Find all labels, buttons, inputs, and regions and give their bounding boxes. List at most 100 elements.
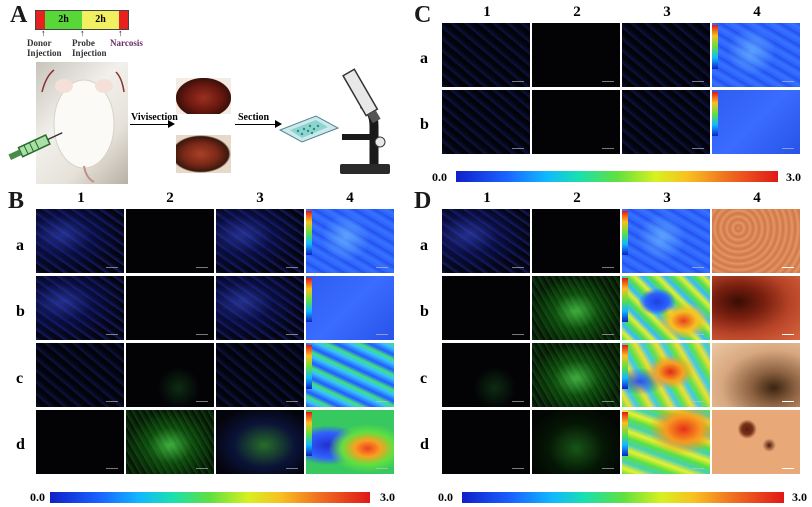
panel-c-image-a3 bbox=[622, 23, 710, 87]
panel-c-col-2: 2 bbox=[573, 4, 581, 20]
panel-b-row-a: a bbox=[16, 237, 24, 254]
panel-b-scale-max: 3.0 bbox=[380, 490, 395, 504]
scale-bar bbox=[692, 401, 704, 402]
scale-bar bbox=[196, 267, 208, 268]
narcosis-label: Narcosis bbox=[110, 38, 143, 48]
scale-bar bbox=[512, 148, 524, 149]
scale-bar bbox=[602, 267, 614, 268]
panel-d-image-d3 bbox=[622, 410, 710, 474]
panel-b-letter: B bbox=[8, 188, 25, 214]
panel-c-ratio-bar-b bbox=[712, 92, 718, 136]
panel-d-image-a2 bbox=[532, 209, 620, 273]
arrow-narcosis: ↑ bbox=[118, 28, 123, 38]
panel-d-image-a1 bbox=[442, 209, 530, 273]
scale-bar bbox=[692, 267, 704, 268]
scale-bar bbox=[106, 334, 118, 335]
panel-d-col-2: 2 bbox=[573, 190, 581, 206]
panel-c-image-a4 bbox=[712, 23, 800, 87]
scale-bar bbox=[376, 468, 388, 469]
scale-bar bbox=[782, 468, 794, 469]
microscope-icon bbox=[334, 66, 396, 183]
panel-d-image-c2 bbox=[532, 343, 620, 407]
panel-d-image-a3 bbox=[622, 209, 710, 273]
timeline-seg2: 2h bbox=[82, 11, 119, 29]
panel-d-image-a4 bbox=[712, 209, 800, 273]
panel-b-col-2: 2 bbox=[166, 190, 174, 206]
scale-bar bbox=[512, 468, 524, 469]
scale-bar bbox=[782, 334, 794, 335]
panel-d-ratio-bar-d bbox=[622, 412, 628, 456]
scale-bar bbox=[692, 334, 704, 335]
panel-d-col-4: 4 bbox=[753, 190, 761, 206]
panel-b-image-a1 bbox=[36, 209, 124, 273]
panel-d-image-b2 bbox=[532, 276, 620, 340]
scale-bar bbox=[106, 401, 118, 402]
panel-b-image-b2 bbox=[126, 276, 214, 340]
vivisection-label: Vivisection bbox=[131, 112, 178, 123]
panel-d-letter: D bbox=[414, 188, 432, 214]
panel-b-image-a4 bbox=[306, 209, 394, 273]
panel-b-image-d4 bbox=[306, 410, 394, 474]
syringe-icon bbox=[5, 128, 67, 167]
panel-c-image-b2 bbox=[532, 90, 620, 154]
panel-d-image-c4 bbox=[712, 343, 800, 407]
scale-bar bbox=[782, 401, 794, 402]
scale-bar bbox=[376, 267, 388, 268]
panel-c-colorbar bbox=[456, 171, 778, 182]
panel-c-image-b4 bbox=[712, 90, 800, 154]
heart-photo-top bbox=[176, 78, 231, 114]
panel-b-image-c1 bbox=[36, 343, 124, 407]
panel-d-row-c: c bbox=[420, 370, 428, 387]
scale-bar bbox=[106, 468, 118, 469]
panel-a-letter: A bbox=[10, 2, 28, 28]
panel-b-row-c: c bbox=[16, 370, 24, 387]
timeline-end bbox=[119, 11, 128, 29]
panel-c-ratio-bar-a bbox=[712, 25, 718, 69]
panel-b-image-a2 bbox=[126, 209, 214, 273]
panel-d-image-b4 bbox=[712, 276, 800, 340]
panel-b-row-d: d bbox=[16, 436, 25, 453]
arrow-probe: ↑ bbox=[80, 28, 85, 38]
panel-b-image-d3 bbox=[216, 410, 304, 474]
scale-bar bbox=[286, 401, 298, 402]
panel-b-image-a3 bbox=[216, 209, 304, 273]
heart-photo-bottom bbox=[176, 135, 231, 173]
panel-d-row-b: b bbox=[420, 303, 429, 320]
panel-b-ratio-bar-d bbox=[306, 412, 312, 456]
panel-c-image-a2 bbox=[532, 23, 620, 87]
panel-d-image-d1 bbox=[442, 410, 530, 474]
scale-bar bbox=[512, 267, 524, 268]
panel-d-row-a: a bbox=[420, 237, 428, 254]
scale-bar bbox=[602, 334, 614, 335]
timeline-seg1: 2h bbox=[45, 11, 82, 29]
scale-bar bbox=[106, 267, 118, 268]
scale-bar bbox=[692, 468, 704, 469]
scale-bar bbox=[286, 468, 298, 469]
scale-bar bbox=[782, 148, 794, 149]
panel-d-ratio-bar-a bbox=[622, 211, 628, 255]
panel-d-image-c1 bbox=[442, 343, 530, 407]
donor-injection-label: Donor Injection bbox=[27, 38, 62, 58]
panel-c-col-1: 1 bbox=[483, 4, 491, 20]
panel-b-image-d1 bbox=[36, 410, 124, 474]
scale-bar bbox=[196, 334, 208, 335]
scale-bar bbox=[782, 81, 794, 82]
panel-c-col-4: 4 bbox=[753, 4, 761, 20]
section-label: Section bbox=[238, 112, 270, 123]
panel-c-letter: C bbox=[414, 2, 432, 28]
panel-c-col-3: 3 bbox=[663, 4, 671, 20]
scale-bar bbox=[376, 334, 388, 335]
scale-bar bbox=[602, 81, 614, 82]
scale-bar bbox=[782, 267, 794, 268]
panel-b-image-b4 bbox=[306, 276, 394, 340]
panel-b-col-3: 3 bbox=[256, 190, 264, 206]
panel-d-image-b3 bbox=[622, 276, 710, 340]
slide-icon bbox=[278, 112, 340, 151]
scale-bar bbox=[602, 401, 614, 402]
panel-b-scale-min: 0.0 bbox=[30, 490, 45, 504]
panel-d-col-1: 1 bbox=[483, 190, 491, 206]
panel-d-scale-min: 0.0 bbox=[438, 490, 453, 504]
panel-b-ratio-bar-b bbox=[306, 278, 312, 322]
scale-bar bbox=[692, 148, 704, 149]
panel-d-colorbar bbox=[462, 492, 784, 503]
